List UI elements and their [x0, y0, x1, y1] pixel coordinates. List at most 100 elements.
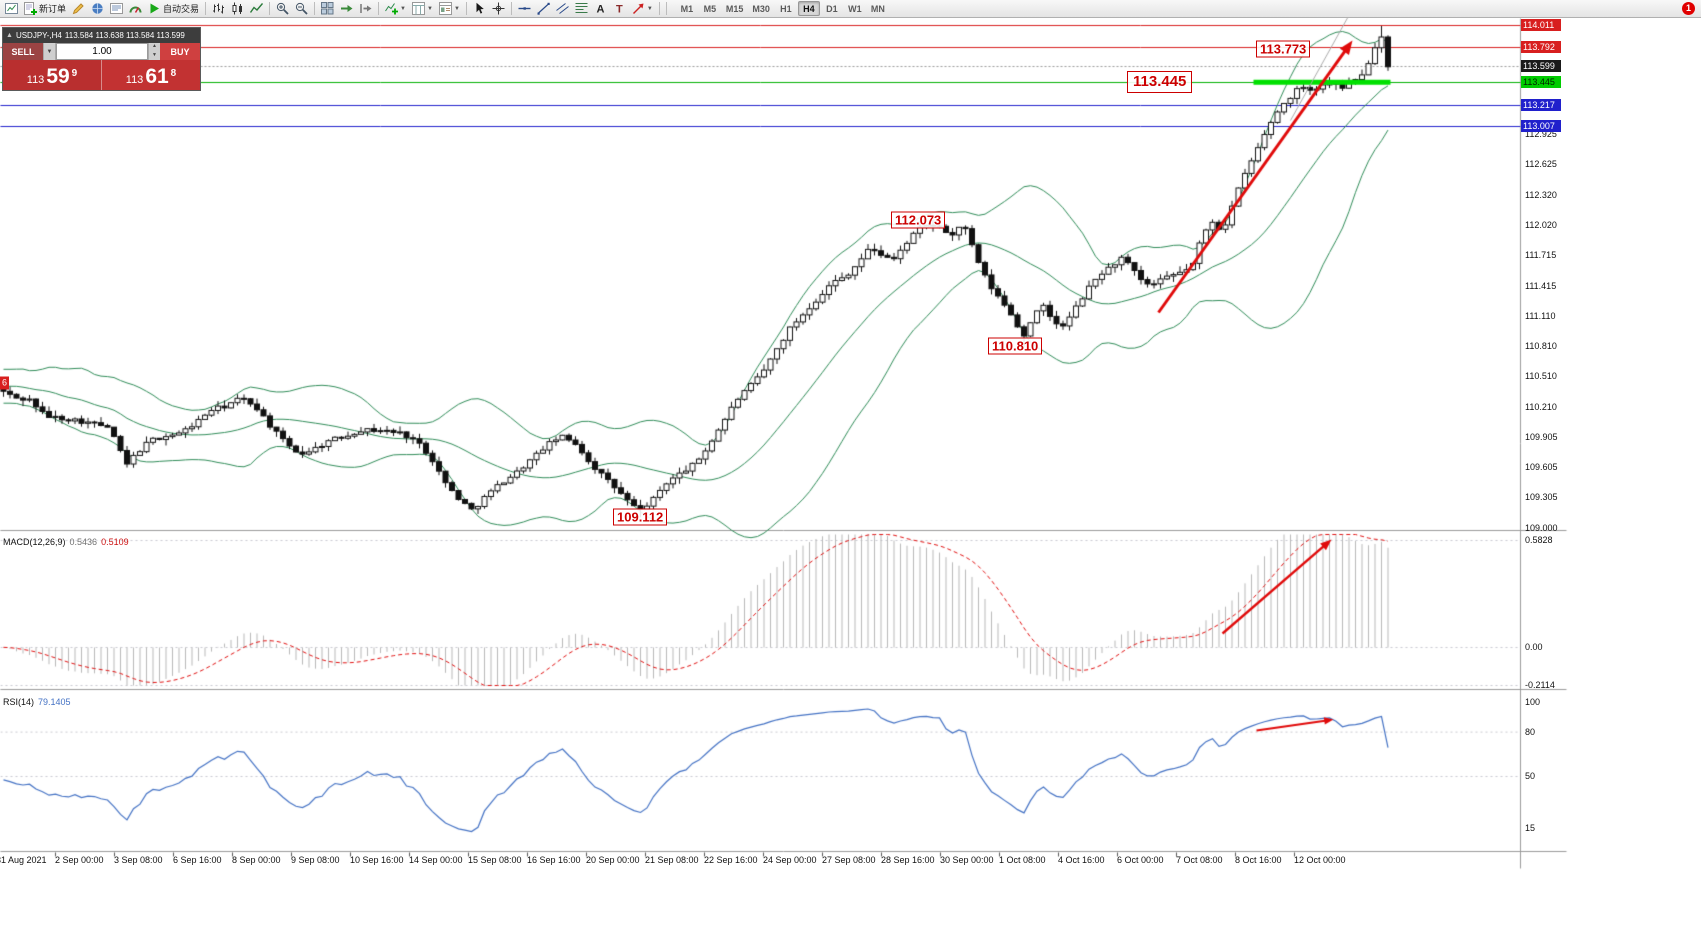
- strategy-tester-icon[interactable]: [126, 1, 145, 17]
- toolbar-buttons: 新订单 自动交易 ▼ ▼ ▼ A T ▼: [2, 1, 663, 17]
- app-icon[interactable]: [2, 1, 21, 17]
- toolbar-separator: [378, 2, 380, 15]
- toolbar-separator: [665, 2, 667, 15]
- toolbar-separator: [269, 2, 271, 15]
- price-annotation[interactable]: 110.810: [988, 337, 1043, 355]
- timeframe-h4[interactable]: H4: [797, 1, 820, 16]
- timeframe-mn[interactable]: MN: [867, 1, 889, 16]
- crosshair-icon[interactable]: [489, 1, 508, 17]
- auto-scroll-icon[interactable]: [337, 1, 356, 17]
- time-axis-label[interactable]: 14 Sep 00:00: [409, 855, 463, 865]
- sell-price-button[interactable]: 113 59 9: [3, 60, 102, 90]
- bar-chart-icon[interactable]: [209, 1, 228, 17]
- timeframe-m30[interactable]: M30: [748, 1, 774, 16]
- time-axis-label[interactable]: 21 Sep 08:00: [645, 855, 699, 865]
- price-annotation[interactable]: 113.445: [1127, 70, 1193, 93]
- toolbar-separator: [510, 2, 512, 15]
- time-axis-label[interactable]: 12 Oct 00:00: [1294, 855, 1346, 865]
- toolbar-separator: [205, 2, 207, 15]
- bid-big-figure: 113: [26, 74, 45, 86]
- candlestick-chart-icon[interactable]: [228, 1, 247, 17]
- time-axis-label[interactable]: 28 Sep 16:00: [881, 855, 935, 865]
- timeframe-m1[interactable]: M1: [676, 1, 698, 16]
- time-axis-label[interactable]: 20 Sep 00:00: [586, 855, 640, 865]
- time-axis-label[interactable]: 15 Sep 08:00: [468, 855, 522, 865]
- quote-ohlc: 113.584 113.638 113.584 113.599: [64, 31, 185, 40]
- zoom-out-icon[interactable]: [292, 1, 311, 17]
- one-click-trading-panel: ▲ USDJPY-,H4 113.584 113.638 113.584 113…: [2, 27, 201, 91]
- bid-pips: 59: [46, 65, 70, 88]
- timeframe-d1[interactable]: D1: [821, 1, 843, 16]
- buy-price-button[interactable]: 113 61 8: [102, 60, 200, 90]
- collapse-caret-icon[interactable]: ▲: [6, 32, 13, 39]
- bid-point: 9: [71, 68, 78, 79]
- metaeditor-icon[interactable]: [69, 1, 88, 17]
- label-icon[interactable]: T: [610, 1, 629, 17]
- time-axis-label[interactable]: 4 Oct 16:00: [1058, 855, 1105, 865]
- timeframe-m5[interactable]: M5: [699, 1, 721, 16]
- zoom-in-icon[interactable]: [273, 1, 292, 17]
- sell-button[interactable]: SELL: [3, 43, 43, 60]
- time-axis-label[interactable]: 24 Sep 00:00: [763, 855, 817, 865]
- periods-icon[interactable]: ▼: [409, 1, 436, 17]
- price-annotation[interactable]: 113.773: [1256, 40, 1311, 58]
- templates-icon[interactable]: ▼: [436, 1, 463, 17]
- horizontal-line-icon[interactable]: [515, 1, 534, 17]
- buy-button[interactable]: BUY: [160, 43, 200, 60]
- time-axis-label[interactable]: 1 Oct 08:00: [999, 855, 1046, 865]
- auto-trading-button[interactable]: 自动交易: [145, 1, 202, 17]
- arrows-tool-icon[interactable]: ▼: [629, 1, 656, 17]
- time-axis-label[interactable]: 6 Sep 16:00: [173, 855, 222, 865]
- ask-pips: 61: [145, 65, 169, 88]
- quote-title-bar[interactable]: ▲ USDJPY-,H4 113.584 113.638 113.584 113…: [3, 28, 200, 43]
- time-axis-label[interactable]: 3 Sep 08:00: [114, 855, 163, 865]
- time-axis-label[interactable]: 7 Oct 08:00: [1176, 855, 1223, 865]
- timeframe-h1[interactable]: H1: [775, 1, 797, 16]
- time-axis-label[interactable]: 2 Sep 00:00: [55, 855, 104, 865]
- toolbar-separator: [314, 2, 316, 15]
- time-axis-label[interactable]: 10 Sep 16:00: [350, 855, 404, 865]
- svg-text:T: T: [616, 4, 623, 16]
- market-watch-icon[interactable]: [88, 1, 107, 17]
- data-window-icon[interactable]: [107, 1, 126, 17]
- fibonacci-icon[interactable]: [572, 1, 591, 17]
- chart-shift-icon[interactable]: [356, 1, 375, 17]
- time-axis-label[interactable]: 27 Sep 08:00: [822, 855, 876, 865]
- timeframe-group: M1 M5 M15 M30 H1 H4 D1 W1 MN: [676, 1, 889, 16]
- time-axis-label[interactable]: 9 Sep 08:00: [291, 855, 340, 865]
- notification-icon[interactable]: 1: [1682, 2, 1695, 15]
- ask-big-figure: 113: [125, 74, 144, 86]
- text-icon[interactable]: A: [591, 1, 610, 17]
- line-chart-icon[interactable]: [247, 1, 266, 17]
- time-axis-label[interactable]: 30 Sep 00:00: [940, 855, 994, 865]
- channel-icon[interactable]: [553, 1, 572, 17]
- ask-point: 8: [170, 68, 177, 79]
- time-axis-label[interactable]: 6 Oct 00:00: [1117, 855, 1164, 865]
- price-annotation[interactable]: 6: [0, 376, 10, 390]
- trendline-icon[interactable]: [534, 1, 553, 17]
- quote-symbol: USDJPY-,H4: [15, 31, 62, 40]
- sell-dropdown-icon[interactable]: ▼: [43, 43, 56, 60]
- timeframe-m15[interactable]: M15: [722, 1, 748, 16]
- volume-stepper[interactable]: ▲ ▼: [148, 43, 160, 60]
- new-order-button[interactable]: 新订单: [21, 1, 69, 17]
- time-axis-label[interactable]: 8 Oct 16:00: [1235, 855, 1282, 865]
- timeframe-w1[interactable]: W1: [844, 1, 866, 16]
- time-axis-label[interactable]: 22 Sep 16:00: [704, 855, 758, 865]
- tile-windows-icon[interactable]: [318, 1, 337, 17]
- svg-text:A: A: [596, 4, 604, 16]
- price-annotation[interactable]: 112.073: [891, 211, 946, 228]
- time-axis-label[interactable]: 8 Sep 00:00: [232, 855, 281, 865]
- toolbar-separator: [658, 2, 660, 15]
- volume-input[interactable]: [56, 43, 148, 60]
- toolbar: 新订单 自动交易 ▼ ▼ ▼ A T ▼ M1 M5 M15 M30 H1 H4 D1 W1 MN: [0, 0, 1701, 18]
- time-axis-label[interactable]: 16 Sep 16:00: [527, 855, 581, 865]
- big-prices: 113 59 9 113 61 8: [3, 60, 200, 90]
- time-axis-label[interactable]: 31 Aug 2021: [0, 855, 47, 865]
- toolbar-separator: [465, 2, 467, 15]
- cursor-icon[interactable]: [470, 1, 489, 17]
- indicators-icon[interactable]: ▼: [382, 1, 409, 17]
- price-annotation[interactable]: 109.112: [613, 508, 668, 526]
